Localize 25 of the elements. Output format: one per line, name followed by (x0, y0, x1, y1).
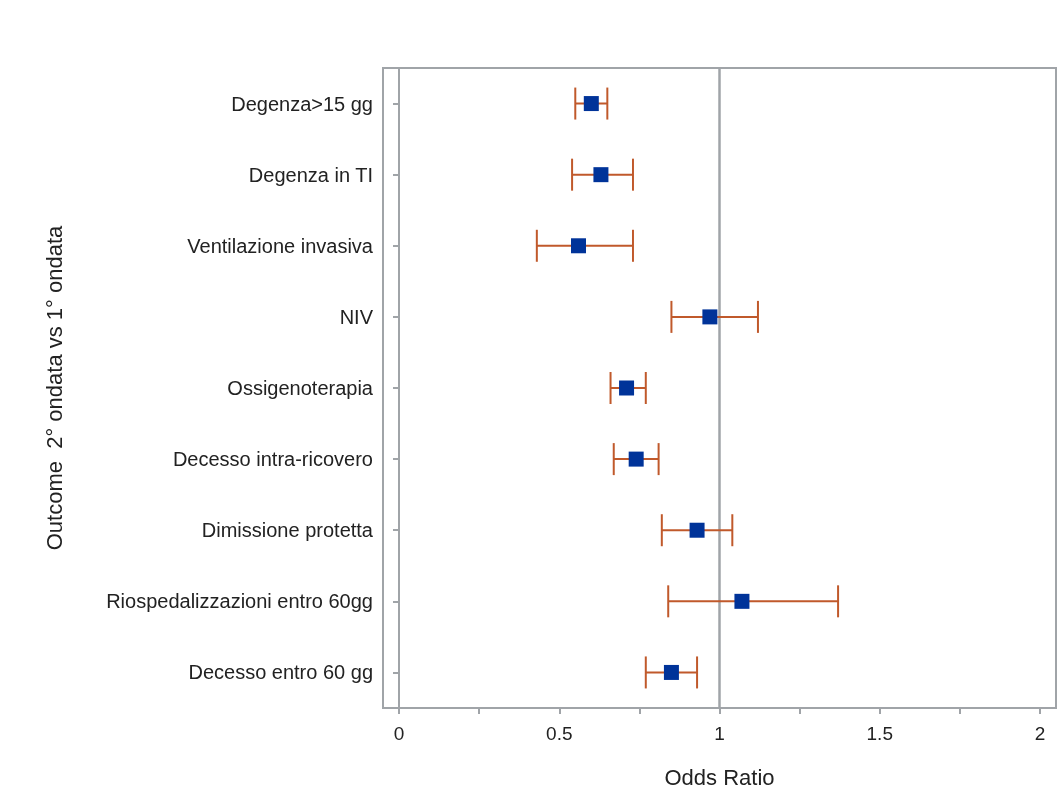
point (619, 380, 635, 396)
y-tick-label: Ventilazione invasiva (187, 234, 374, 257)
y-tick-label: Decesso entro 60 gg (188, 661, 373, 684)
x-tick-label: 1 (714, 723, 725, 744)
point (702, 309, 718, 325)
point (593, 167, 609, 183)
y-tick-label: Riospedalizzazioni entro 60gg (106, 590, 373, 613)
point (628, 451, 644, 467)
x-tick-label: 2 (1034, 723, 1046, 744)
point (734, 593, 750, 609)
x-tick-label: 1.5 (866, 723, 893, 744)
y-axis-title: Outcome 2° ondata vs 1° ondata (41, 224, 67, 551)
y-tick-label: Dimissione protetta (201, 519, 374, 542)
y-tick-label: Ossigenoterapia (227, 377, 374, 399)
x-tick-label: 0 (393, 723, 405, 744)
x-axis-title: Odds Ratio (664, 764, 775, 790)
y-tick-label: Degenza>15 gg (231, 92, 373, 115)
y-tick-label: NIV (339, 305, 374, 328)
point (570, 238, 586, 254)
y-tick-label: Decesso intra-ricovero (172, 448, 373, 471)
x-tick-label: 0.5 (546, 723, 573, 744)
y-tick-label: Degenza in TI (248, 163, 373, 186)
point (583, 96, 599, 112)
point (689, 522, 705, 538)
point (663, 664, 679, 680)
